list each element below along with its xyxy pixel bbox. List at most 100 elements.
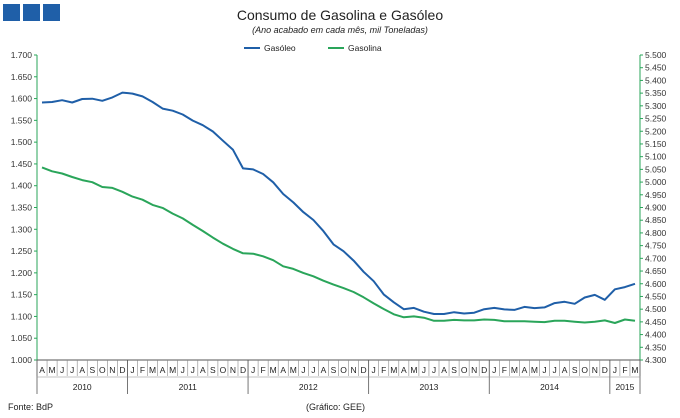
right-tick-label: 5.150 xyxy=(645,139,667,149)
month-label: A xyxy=(562,365,568,375)
chart-title: Consumo de Gasolina e Gasóleo xyxy=(236,7,444,23)
left-tick-label: 1.400 xyxy=(11,181,33,191)
month-label: O xyxy=(99,365,106,375)
right-tick-label: 4.350 xyxy=(645,342,667,352)
right-tick-label: 4.650 xyxy=(645,266,667,276)
month-label: D xyxy=(119,365,125,375)
month-label: S xyxy=(331,365,337,375)
month-label: J xyxy=(251,365,255,375)
month-label: N xyxy=(230,365,236,375)
right-tick-label: 4.700 xyxy=(645,253,667,263)
right-tick-label: 5.300 xyxy=(645,101,667,111)
right-tick-label: 4.900 xyxy=(645,203,667,213)
month-label: A xyxy=(39,365,45,375)
year-label: 2010 xyxy=(73,382,92,392)
month-label: M xyxy=(270,365,277,375)
year-label: 2012 xyxy=(299,382,318,392)
month-label: F xyxy=(502,365,507,375)
month-label: A xyxy=(441,365,447,375)
right-tick-label: 5.250 xyxy=(645,114,667,124)
series-line-gasolina xyxy=(41,166,636,324)
left-tick-label: 1.200 xyxy=(11,268,33,278)
month-label: M xyxy=(49,365,56,375)
logo-square-3 xyxy=(43,4,60,21)
right-tick-label: 5.050 xyxy=(645,164,667,174)
month-label: D xyxy=(481,365,487,375)
month-label: A xyxy=(200,365,206,375)
month-label: F xyxy=(261,365,266,375)
year-label: 2015 xyxy=(615,382,634,392)
month-label: M xyxy=(169,365,176,375)
legend-label: Gasóleo xyxy=(264,43,296,53)
right-tick-label: 4.300 xyxy=(645,355,667,365)
month-label: J xyxy=(372,365,376,375)
right-tick-label: 5.400 xyxy=(645,75,667,85)
left-tick-label: 1.050 xyxy=(11,333,33,343)
right-tick-label: 4.550 xyxy=(645,291,667,301)
month-label: M xyxy=(531,365,538,375)
left-tick-label: 1.650 xyxy=(11,72,33,82)
right-tick-label: 4.850 xyxy=(645,215,667,225)
month-label: F xyxy=(381,365,386,375)
year-label: 2014 xyxy=(540,382,559,392)
month-label: J xyxy=(432,365,436,375)
right-tick-label: 5.100 xyxy=(645,152,667,162)
right-tick-label: 4.600 xyxy=(645,279,667,289)
month-label: F xyxy=(622,365,627,375)
left-tick-label: 1.350 xyxy=(11,203,33,213)
chart-subtitle: (Ano acabado em cada mês, mil Toneladas) xyxy=(252,25,428,35)
month-label: M xyxy=(631,365,638,375)
right-tick-label: 4.450 xyxy=(645,317,667,327)
month-label: M xyxy=(149,365,156,375)
month-label: A xyxy=(280,365,286,375)
month-label: J xyxy=(191,365,195,375)
month-label: A xyxy=(401,365,407,375)
month-label: N xyxy=(351,365,357,375)
month-label: O xyxy=(340,365,347,375)
month-label: J xyxy=(70,365,74,375)
month-label: S xyxy=(89,365,95,375)
right-tick-label: 4.400 xyxy=(645,330,667,340)
month-label: J xyxy=(130,365,134,375)
month-label: N xyxy=(592,365,598,375)
month-label: M xyxy=(511,365,518,375)
left-tick-label: 1.500 xyxy=(11,137,33,147)
month-label: S xyxy=(451,365,457,375)
month-label: J xyxy=(60,365,64,375)
month-label: O xyxy=(581,365,588,375)
right-tick-label: 4.750 xyxy=(645,241,667,251)
month-label: J xyxy=(422,365,426,375)
month-label: N xyxy=(471,365,477,375)
month-label: N xyxy=(109,365,115,375)
month-label: A xyxy=(522,365,528,375)
month-label: J xyxy=(492,365,496,375)
left-tick-label: 1.550 xyxy=(11,115,33,125)
right-tick-label: 5.200 xyxy=(645,126,667,136)
year-label: 2011 xyxy=(179,382,198,392)
month-label: M xyxy=(290,365,297,375)
logo-square-2 xyxy=(23,4,40,21)
left-tick-label: 1.150 xyxy=(11,290,33,300)
month-label: M xyxy=(410,365,417,375)
month-label: F xyxy=(140,365,145,375)
left-tick-label: 1.300 xyxy=(11,224,33,234)
right-tick-label: 5.000 xyxy=(645,177,667,187)
right-tick-label: 5.450 xyxy=(645,63,667,73)
month-label: A xyxy=(79,365,85,375)
month-label: J xyxy=(542,365,546,375)
month-label: D xyxy=(240,365,246,375)
right-tick-label: 4.800 xyxy=(645,228,667,238)
month-label: J xyxy=(613,365,617,375)
month-label: A xyxy=(321,365,327,375)
left-tick-label: 1.450 xyxy=(11,159,33,169)
month-label: O xyxy=(461,365,468,375)
logo-square-1 xyxy=(3,4,20,21)
month-label: J xyxy=(301,365,305,375)
month-label: J xyxy=(552,365,556,375)
month-label: J xyxy=(181,365,185,375)
right-tick-label: 4.950 xyxy=(645,190,667,200)
right-tick-label: 4.500 xyxy=(645,304,667,314)
month-label: S xyxy=(210,365,216,375)
left-tick-label: 1.000 xyxy=(11,355,33,365)
